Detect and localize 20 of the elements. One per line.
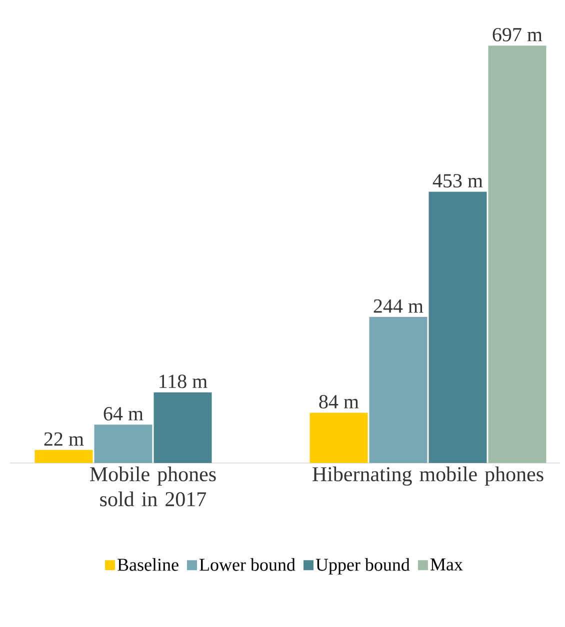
legend-label: Max bbox=[430, 558, 463, 570]
data-label: 697 m bbox=[492, 28, 542, 42]
legend-label: Baseline bbox=[118, 558, 178, 571]
data-label: 244 m bbox=[374, 299, 424, 313]
bar bbox=[154, 392, 212, 463]
data-label: 118 m bbox=[160, 374, 208, 388]
legend-label: Lower bound bbox=[200, 558, 296, 571]
data-label: 64 m bbox=[104, 407, 144, 420]
bar bbox=[428, 192, 487, 463]
data-label: 453 m bbox=[432, 174, 483, 188]
bar bbox=[310, 412, 368, 463]
data-label: 22 m bbox=[44, 432, 84, 446]
bar bbox=[369, 316, 428, 463]
x-tick-label: Mobile phones sold in 2017 bbox=[90, 466, 216, 506]
x-tick-label: Hibernating mobile phones bbox=[312, 466, 544, 486]
bar bbox=[488, 46, 546, 463]
data-label: 84 m bbox=[319, 394, 359, 408]
bar bbox=[34, 450, 93, 463]
legend-label: Upper bound bbox=[316, 558, 410, 575]
bar bbox=[94, 424, 152, 463]
